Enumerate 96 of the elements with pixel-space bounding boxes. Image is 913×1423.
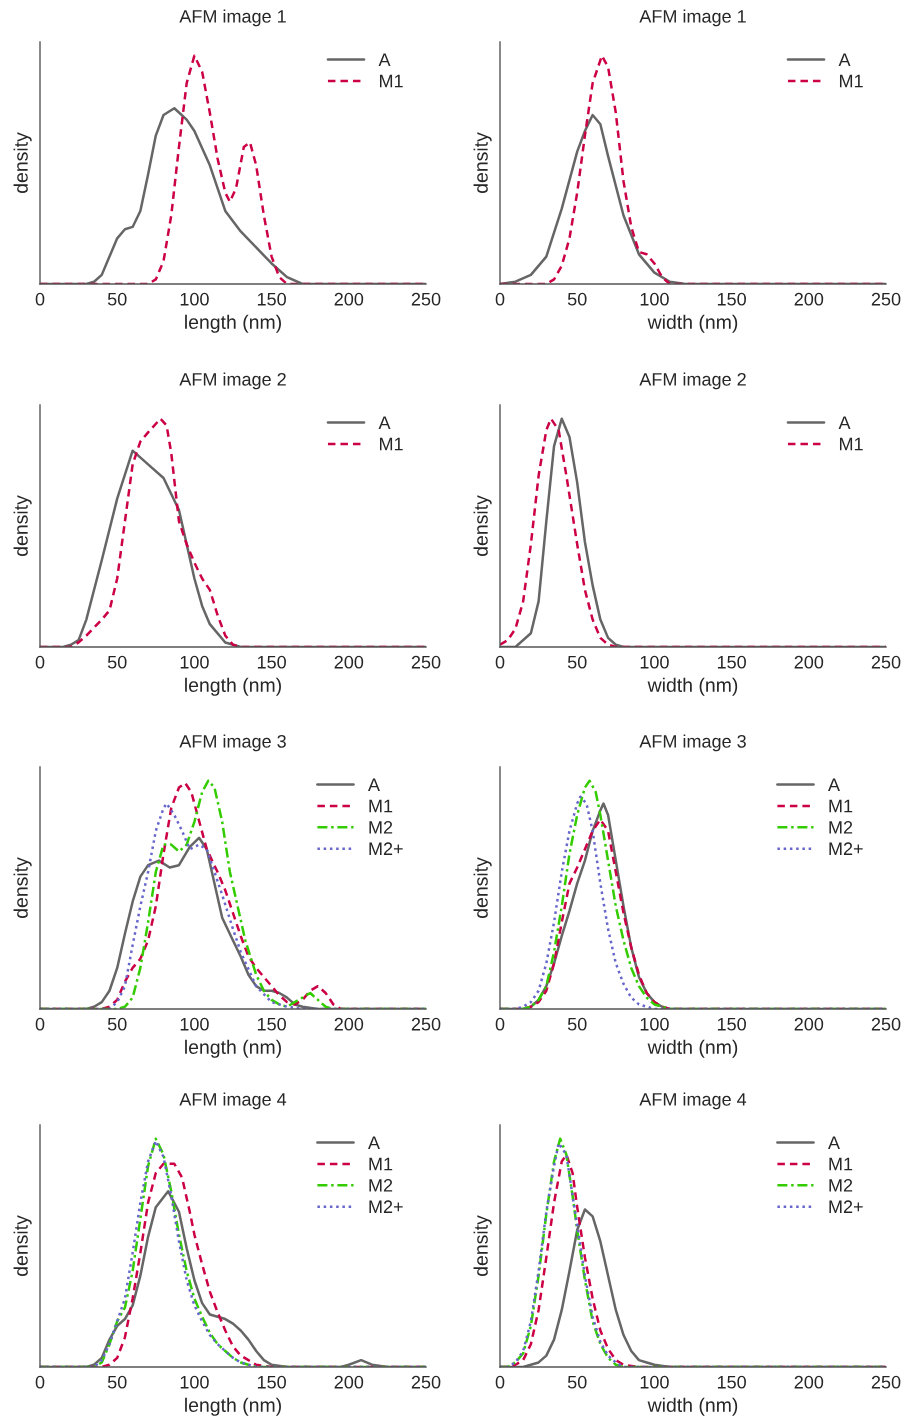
x-tick-label: 0 (495, 1017, 505, 1031)
legend-label: A (838, 416, 851, 429)
x-axis-title: width (nm) (647, 1397, 738, 1416)
chart-title: AFM image 1 (639, 9, 746, 27)
x-tick-label: 0 (495, 655, 505, 669)
x-tick-label: 0 (495, 1375, 505, 1389)
x-axis-title: length (nm) (185, 1397, 281, 1416)
x-tick-label: 250 (411, 655, 441, 669)
y-axis-title: density (473, 1215, 492, 1276)
x-tick-label: 0 (35, 292, 45, 306)
x-tick-label: 0 (35, 1375, 45, 1389)
y-axis-title: density (13, 495, 32, 556)
x-axis-title: length (nm) (185, 314, 281, 333)
chart-title: AFM image 4 (639, 1092, 747, 1110)
legend-label: M1 (839, 74, 863, 88)
chart-title: AFM image 2 (639, 372, 746, 390)
legend-label: M2 (369, 821, 393, 834)
x-axis-title: width (nm) (647, 677, 738, 696)
x-tick-label: 50 (107, 1375, 127, 1389)
x-tick-label: 100 (640, 1375, 669, 1389)
x-axis-title: width (nm) (647, 314, 738, 333)
x-tick-label: 250 (871, 1017, 901, 1031)
x-tick-label: 200 (794, 1375, 824, 1389)
legend-label: M2+ (829, 842, 863, 855)
legend-label: M1 (829, 799, 853, 813)
x-tick-label: 100 (180, 292, 209, 306)
x-tick-label: 200 (794, 292, 824, 306)
legend-label: M1 (369, 799, 393, 813)
x-tick-label: 200 (794, 1017, 824, 1031)
legend-label: M1 (839, 437, 863, 451)
x-tick-label: 100 (180, 1017, 209, 1031)
x-tick-label: 50 (107, 655, 127, 669)
legend-label: M2+ (369, 1200, 403, 1213)
legend-label: M2 (829, 821, 853, 834)
legend-label: M1 (379, 74, 403, 88)
x-tick-label: 250 (871, 292, 901, 306)
x-tick-label: 50 (567, 1375, 587, 1389)
x-tick-label: 50 (567, 655, 587, 669)
legend-label: M1 (379, 437, 403, 451)
x-tick-label: 150 (257, 1017, 286, 1031)
legend-label: A (368, 1136, 380, 1149)
legend-label: M2+ (829, 1200, 863, 1213)
x-tick-label: 50 (107, 292, 127, 306)
legend-label: A (378, 53, 391, 66)
x-tick-label: 200 (334, 292, 364, 306)
legend-label: A (828, 778, 840, 791)
x-tick-label: 100 (180, 655, 209, 669)
x-tick-label: 250 (411, 1017, 441, 1031)
x-tick-label: 0 (495, 292, 505, 306)
x-tick-label: 150 (717, 655, 746, 669)
x-tick-label: 100 (640, 292, 669, 306)
x-axis-title: length (nm) (185, 1039, 281, 1058)
x-tick-label: 200 (334, 1375, 364, 1389)
x-tick-label: 150 (257, 655, 286, 669)
chart-title: AFM image 4 (179, 1092, 287, 1110)
x-tick-label: 200 (334, 655, 364, 669)
y-axis-title: density (13, 857, 32, 918)
legend-label: M1 (829, 1157, 853, 1171)
x-axis-title: length (nm) (185, 677, 281, 696)
x-tick-label: 150 (257, 292, 286, 306)
chart-title: AFM image 2 (179, 372, 286, 390)
x-tick-label: 250 (871, 1375, 901, 1389)
x-tick-label: 250 (871, 655, 901, 669)
x-tick-label: 0 (35, 1017, 45, 1031)
x-tick-label: 50 (567, 292, 587, 306)
x-tick-label: 50 (567, 1017, 587, 1031)
x-tick-label: 150 (717, 1375, 746, 1389)
y-axis-title: density (473, 495, 492, 556)
x-tick-label: 150 (717, 292, 746, 306)
x-tick-label: 200 (334, 1017, 364, 1031)
x-tick-label: 250 (411, 1375, 441, 1389)
legend-label: A (378, 416, 391, 429)
legend-label: A (368, 778, 380, 791)
legend-label: A (828, 1136, 840, 1149)
y-axis-title: density (13, 132, 32, 193)
x-tick-label: 100 (640, 655, 669, 669)
legend-label: M1 (369, 1157, 393, 1171)
legend-label: M2 (369, 1179, 393, 1192)
legend-label: M2 (829, 1179, 853, 1192)
y-axis-title: density (473, 132, 492, 193)
legend-label: M2+ (369, 842, 403, 855)
x-tick-label: 200 (794, 655, 824, 669)
y-axis-title: density (473, 857, 492, 918)
x-tick-label: 100 (640, 1017, 669, 1031)
x-tick-label: 150 (257, 1375, 286, 1389)
legend-label: A (838, 53, 851, 66)
x-tick-label: 100 (180, 1375, 209, 1389)
chart-title: AFM image 3 (639, 734, 746, 752)
chart-title: AFM image 1 (179, 9, 286, 27)
x-axis-title: width (nm) (647, 1039, 738, 1058)
x-tick-label: 0 (35, 655, 45, 669)
x-tick-label: 250 (411, 292, 441, 306)
y-axis-title: density (13, 1215, 32, 1276)
chart-title: AFM image 3 (179, 734, 286, 752)
x-tick-label: 150 (717, 1017, 746, 1031)
x-tick-label: 50 (107, 1017, 127, 1031)
